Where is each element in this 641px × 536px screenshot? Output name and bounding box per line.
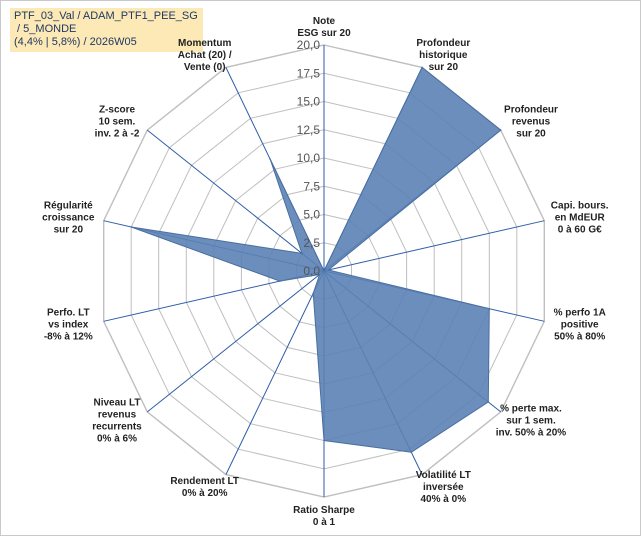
axis-spoke-10 [146, 270, 325, 413]
axis-spoke-9 [225, 270, 325, 475]
axis-label-3: Profondeur revenus sur 20 [504, 104, 558, 139]
axis-label-6-line-1: % perte max. [500, 404, 562, 415]
chart-title-box: PTF_03_Val / ADAM_PTF1_PEE_SG / 5_MONDE … [10, 8, 203, 52]
data-point-12 [130, 226, 132, 228]
axis-label-7-line-3: 40% à 0% [421, 494, 467, 505]
data-point-2 [421, 66, 423, 69]
axis-label-4-line-2: en MdEUR [555, 213, 606, 224]
axis-label-10: Niveau LT revenus recurrents 0% à 6% [92, 398, 142, 445]
tick-label-7: 17,5 [297, 66, 321, 80]
data-point-11 [279, 280, 281, 282]
axis-label-5: % perfo 1A positive 50% à 80% [554, 307, 606, 342]
tick-label-0: 0,0 [303, 264, 320, 278]
axis-label-2-line-3: sur 20 [429, 62, 459, 73]
data-point-9 [312, 292, 315, 295]
axis-label-2: Profondeur historique sur 20 [416, 38, 470, 73]
axis-label-12: Régularité croissance sur 20 [42, 201, 95, 236]
axis-label-1: Note ESG sur 20 [297, 16, 351, 39]
axis-label-13: Z-score 10 sem. inv. 2 à -2 [95, 104, 140, 139]
axis-label-9: Rendement LT 0% à 20% [170, 476, 239, 499]
axis-label-3-line-1: Profondeur [504, 104, 558, 115]
axis-label-14: Momentum Achat (20) / Vente (0) [178, 38, 232, 73]
axis-label-3-line-3: sur 20 [516, 128, 546, 139]
tick-label-8: 20,0 [297, 38, 321, 52]
axis-label-7: Volatilité LT inversée 40% à 0% [416, 470, 471, 505]
axis-spoke-4 [323, 220, 545, 272]
axis-label-5-line-1: % perfo 1A [554, 307, 606, 318]
axis-label-2-line-2: historique [419, 50, 468, 61]
axis-label-7-line-2: inversée [423, 482, 464, 493]
axis-label-12-line-2: croissance [42, 213, 95, 224]
data-point-13 [301, 252, 303, 255]
axis-label-12-line-3: sur 20 [54, 225, 84, 236]
tick-label-3: 7,5 [303, 179, 320, 193]
axis-label-14-line-1: Momentum [178, 38, 231, 49]
axis-spoke-13 [146, 129, 325, 272]
axis-label-10-line-1: Niveau LT [93, 398, 140, 409]
data-point-4 [327, 269, 330, 271]
axis-label-11-line-3: -8% à 12% [44, 331, 93, 342]
axis-label-11: Perfo. LT vs index -8% à 12% [44, 307, 93, 342]
axis-label-10-line-4: 0% à 6% [97, 434, 137, 445]
data-point-10 [318, 273, 321, 276]
data-point-8 [323, 439, 325, 442]
axis-label-13-line-2: 10 sem. [99, 116, 136, 127]
chart-title-line-1: PTF_03_Val / ADAM_PTF1_PEE_SG [14, 10, 198, 22]
data-point-1 [323, 270, 325, 272]
axis-label-3-line-2: revenus [512, 116, 551, 127]
data-point-7 [410, 451, 413, 454]
axis-label-9-line-1: Rendement LT [170, 476, 239, 487]
axis-label-6-line-2: sur 1 sem. [506, 416, 556, 427]
axis-label-1-line-1: Note [313, 16, 336, 27]
axis-label-2-line-1: Profondeur [416, 38, 470, 49]
tick-label-2: 5,0 [303, 208, 320, 222]
axis-label-13-line-1: Z-score [99, 104, 136, 115]
chart-title-line-2: / 5_MONDE [14, 23, 77, 35]
axis-label-12-line-1: Régularité [44, 201, 93, 212]
axis-label-4: Capi. bours. en MdEUR 0 à 60 G€ [551, 201, 609, 236]
axis-label-14-line-2: Achat (20) / [178, 50, 232, 61]
axis-label-5-line-2: positive [561, 319, 599, 330]
axis-label-13-line-3: inv. 2 à -2 [95, 128, 140, 139]
axis-label-4-line-1: Capi. bours. [551, 201, 609, 212]
axis-label-11-line-2: vs index [48, 319, 88, 330]
axis-label-10-line-3: recurrents [92, 422, 142, 433]
axis-label-8-line-1: Ratio Sharpe [293, 505, 355, 516]
tick-label-6: 15,0 [297, 95, 321, 109]
tick-label-5: 12,5 [297, 123, 321, 137]
axis-label-6-line-3: inv. 50% à 20% [496, 428, 567, 439]
data-point-3 [499, 129, 502, 131]
axis-label-14-line-3: Vente (0) [184, 62, 226, 73]
data-point-14 [269, 158, 271, 160]
axis-label-7-line-1: Volatilité LT [416, 470, 471, 481]
axis-label-6: % perte max. sur 1 sem. inv. 50% à 20% [496, 404, 567, 439]
axis-label-8: Ratio Sharpe 0 à 1 [293, 505, 355, 528]
axis-label-10-line-2: revenus [98, 410, 137, 421]
axis-label-1-line-2: ESG sur 20 [297, 28, 351, 39]
data-point-6 [487, 401, 490, 403]
axis-label-11-line-1: Perfo. LT [47, 307, 90, 318]
axis-label-5-line-3: 50% à 80% [554, 331, 605, 342]
axis-label-4-line-3: 0 à 60 G€ [558, 225, 602, 236]
chart-title-line-3: (4,4% | 5,8%) / 2026W05 [14, 36, 137, 48]
data-point-5 [488, 307, 491, 310]
tick-label-1: 2,5 [303, 236, 320, 250]
axis-label-9-line-2: 0% à 20% [182, 488, 228, 499]
tick-label-4: 10,0 [297, 151, 321, 165]
axis-label-8-line-2: 0 à 1 [313, 517, 336, 528]
